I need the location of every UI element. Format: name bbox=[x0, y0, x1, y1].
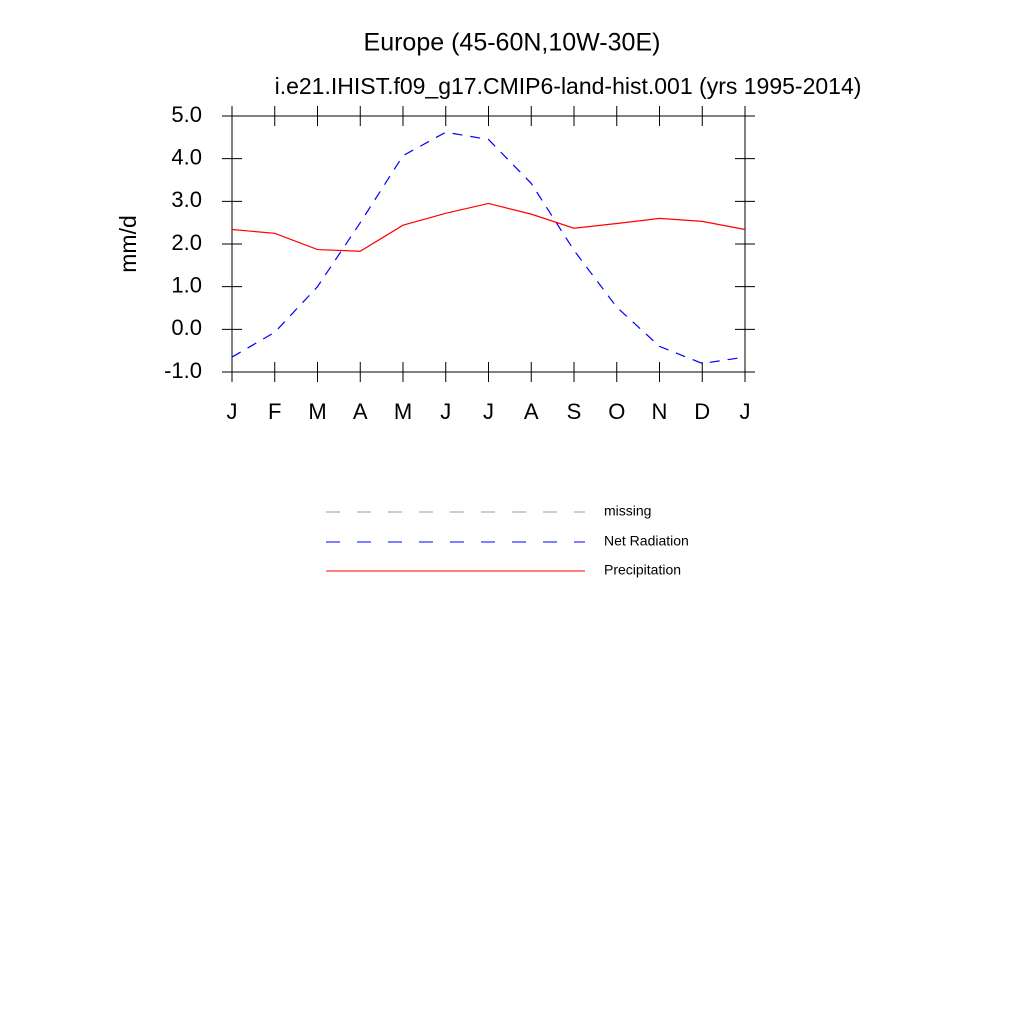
y-tick-label: 1.0 bbox=[171, 272, 202, 297]
y-tick-label: 3.0 bbox=[171, 187, 202, 212]
y-tick-label: 0.0 bbox=[171, 315, 202, 340]
x-tick-label: N bbox=[652, 399, 668, 424]
series-line bbox=[231, 131, 746, 365]
y-tick-label: 4.0 bbox=[171, 144, 202, 169]
x-tick-label: M bbox=[308, 399, 326, 424]
y-tick-label: -1.0 bbox=[164, 358, 202, 383]
chart-subtitle: i.e21.IHIST.f09_g17.CMIP6-land-hist.001 … bbox=[275, 73, 862, 99]
legend-label: Precipitation bbox=[604, 562, 681, 578]
x-tick-label: M bbox=[394, 399, 412, 424]
x-tick-label: D bbox=[694, 399, 710, 424]
y-tick-label: 5.0 bbox=[171, 102, 202, 127]
x-tick-label: O bbox=[608, 399, 625, 424]
x-tick-label: J bbox=[440, 399, 451, 424]
x-tick-label: A bbox=[353, 399, 368, 424]
x-tick-label: J bbox=[740, 399, 751, 424]
series-line bbox=[231, 202, 746, 252]
legend-label: missing bbox=[604, 503, 651, 519]
x-tick-label: A bbox=[524, 399, 539, 424]
x-tick-label: J bbox=[483, 399, 494, 424]
plot-frame bbox=[231, 115, 746, 373]
x-tick-label: F bbox=[268, 399, 281, 424]
x-tick-label: S bbox=[567, 399, 582, 424]
y-tick-label: 2.0 bbox=[171, 230, 202, 255]
x-tick-label: J bbox=[227, 399, 238, 424]
chart-title: Europe (45-60N,10W-30E) bbox=[364, 29, 661, 57]
y-axis-label: mm/d bbox=[115, 215, 141, 273]
legend-label: Net Radiation bbox=[604, 533, 689, 549]
